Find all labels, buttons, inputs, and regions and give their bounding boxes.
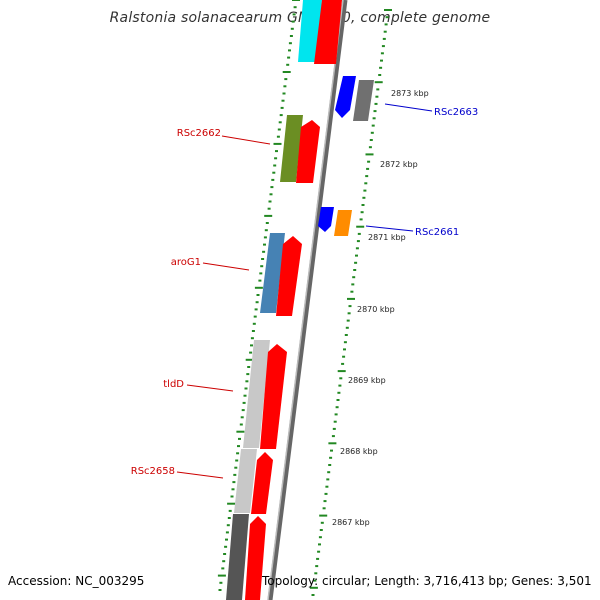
scale-label: 2871 kbp — [368, 233, 406, 242]
scale-label: 2868 kbp — [340, 447, 378, 456]
scale-label: 2872 kbp — [380, 160, 418, 169]
cds-arrow-forward — [260, 344, 287, 449]
leader-line-tldd — [186, 384, 234, 392]
gene-label-rsc2662: RSc2662 — [177, 128, 221, 139]
cds-arrow-forward — [314, 0, 342, 64]
genome-summary-text: Topology: circular; Length: 3,716,413 bp… — [262, 574, 592, 588]
cog-block-lightgray-1 — [243, 340, 270, 448]
leader-line-rsc2661 — [365, 225, 414, 232]
gene-label-rsc2658: RSc2658 — [131, 466, 175, 477]
backbone-line — [267, 0, 348, 600]
cds-arrow-forward — [296, 120, 320, 183]
gene-label-tldd: tldD — [163, 379, 184, 390]
cds-arrow-reverse — [318, 207, 334, 232]
cds-arrow-forward — [276, 236, 302, 316]
cog-block-orange — [334, 210, 352, 236]
map-title: Ralstonia solanacearum GMI1000, complete… — [109, 10, 491, 26]
backbone-highlight — [267, 0, 344, 600]
cog-block-darkgray — [226, 514, 249, 600]
gene-label-rsc2661: RSc2661 — [415, 227, 459, 238]
cog-block-olive — [280, 115, 303, 182]
cog-block-cyan — [298, 0, 322, 62]
cds-arrow-reverse — [335, 76, 356, 118]
leader-line-rsc2658 — [176, 471, 224, 479]
leader-line-arog1 — [202, 262, 250, 271]
scale-label: 2869 kbp — [348, 376, 386, 385]
cds-arrow-forward — [251, 452, 273, 514]
cds-arrow-forward — [245, 516, 266, 600]
gene-label-arog1: aroG1 — [171, 257, 201, 268]
left-tick-ring — [217, 0, 300, 591]
scale-label: 2870 kbp — [357, 305, 395, 314]
leader-line-rsc2662 — [221, 135, 271, 145]
accession-text: Accession: NC_003295 — [8, 574, 145, 588]
scale-label: 2867 kbp — [332, 518, 370, 527]
cog-block-lightgray-2 — [234, 449, 257, 513]
cog-block-steelblue — [260, 233, 285, 313]
right-tick-ring — [309, 9, 392, 596]
leader-line-rsc2663 — [384, 103, 433, 112]
scale-label: 2873 kbp — [391, 89, 429, 98]
gene-label-rsc2663: RSc2663 — [434, 107, 478, 118]
cog-block-gray — [353, 80, 374, 121]
